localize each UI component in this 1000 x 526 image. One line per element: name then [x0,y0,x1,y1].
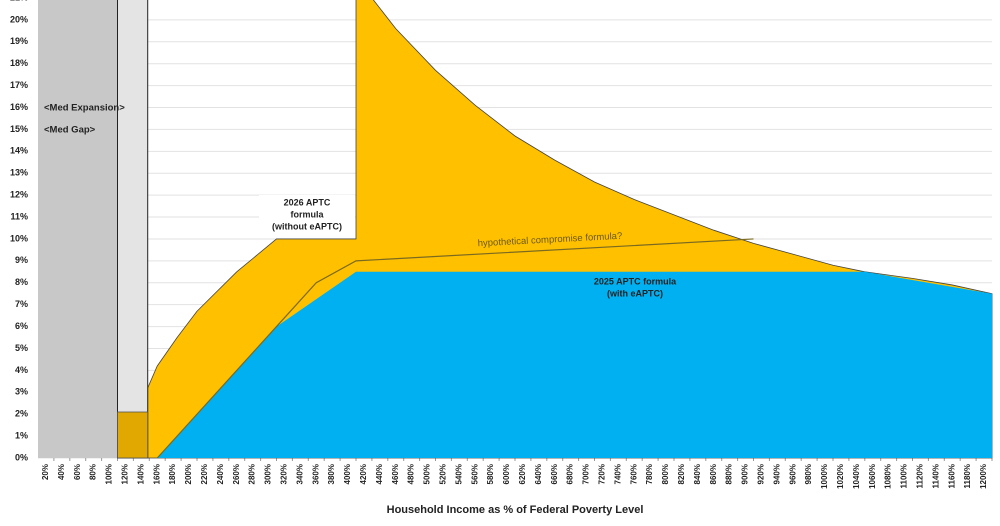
x-tick-label: 960% [788,464,797,484]
x-tick-label: 700% [582,464,591,484]
x-tick-label: 580% [486,464,495,484]
x-tick-label: 540% [454,464,463,484]
x-tick-label: 240% [216,464,225,484]
line [156,238,754,459]
x-tick-label: 60% [73,464,82,480]
x-tick-label: 20% [41,464,50,480]
region-label: <Med Expansion> [44,103,125,114]
x-tick-label: 1020% [836,464,845,489]
x-tick-label: 760% [629,464,638,484]
y-tick-label: 16% [10,102,28,112]
x-tick-label: 1080% [884,464,893,489]
x-tick-label: 340% [295,464,304,484]
x-tick-label: 1060% [868,464,877,489]
y-tick-label: 1% [15,430,28,440]
annotation: formula [290,209,324,219]
x-tick-label: 1200% [979,464,988,489]
x-tick-label: 320% [280,464,289,484]
x-tick-label: 720% [598,464,607,484]
x-tick-label: 980% [804,464,813,484]
x-tick-label: 440% [375,464,384,484]
x-tick-label: 480% [407,464,416,484]
y-tick-label: 10% [10,233,28,243]
bar [117,411,149,459]
x-tick-label: 1140% [931,464,940,488]
x-tick-label: 520% [439,464,448,484]
x-tick-label: 780% [645,464,654,484]
region-label: <Med Gap> [44,125,96,136]
x-tick-label: 160% [152,464,161,484]
x-tick-label: 180% [168,464,177,484]
x-tick-label: 420% [359,464,368,484]
x-tick-label: 620% [518,464,527,484]
y-tick-label: 18% [10,58,28,68]
label-bg [259,195,355,235]
x-tick-label: 40% [57,464,66,480]
annotation: (with eAPTC) [607,288,663,298]
y-tick-label: 19% [10,36,28,46]
y-tick-label: 12% [10,190,28,200]
x-tick-label: 300% [264,464,273,484]
region [117,0,149,459]
x-tick-label: 840% [693,464,702,484]
x-tick-label: 360% [311,464,320,484]
x-tick-label: 260% [232,464,241,484]
y-tick-label: 21% [10,0,28,2]
area [157,271,992,458]
x-tick-label: 860% [709,464,718,484]
y-tick-label: 6% [15,321,28,331]
x-tick-label: 820% [677,464,686,484]
x-tick-label: 900% [741,464,750,484]
y-tick-label: 2% [15,409,28,419]
y-tick-label: 5% [15,343,28,353]
x-tick-label: 800% [661,464,670,484]
x-tick-label: 460% [391,464,400,484]
y-tick-label: 4% [15,365,28,375]
y-tick-label: 20% [10,14,28,24]
x-tick-label: 80% [89,464,98,480]
y-tick-label: 17% [10,80,28,90]
x-tick-label: 1000% [820,464,829,489]
y-tick-label: 14% [10,146,28,156]
y-tick-label: 0% [15,452,28,462]
y-tick-label: 11% [10,211,28,221]
x-tick-label: 120% [121,464,130,484]
x-tick-label: 680% [566,464,575,484]
y-tick-label: 8% [15,277,28,287]
x-tick-label: 400% [343,464,352,484]
x-tick-label: 940% [772,464,781,484]
x-tick-label: 740% [613,464,622,484]
x-tick-label: 560% [470,464,479,484]
x-tick-label: 380% [327,464,336,484]
x-tick-label: 100% [105,464,114,484]
y-tick-label: 3% [15,387,28,397]
x-tick-label: 1120% [916,464,925,488]
x-tick-label: 500% [423,464,432,484]
x-tick-label: 660% [550,464,559,484]
y-tick-label: 9% [15,255,28,265]
x-tick-label: 880% [725,464,734,484]
x-tick-label: 920% [757,464,766,484]
region [38,0,118,458]
x-tick-label: 280% [248,464,257,484]
x-tick-label: 200% [184,464,193,484]
annotation: 2025 APTC formula [594,276,677,286]
annotation: 2026 APTC [284,197,331,207]
x-tick-label: 1180% [963,464,972,488]
x-tick-label: 1040% [852,464,861,489]
x-axis-title: Household Income as % of Federal Poverty… [387,504,644,516]
x-tick-label: 220% [200,464,209,484]
x-tick-label: 140% [136,464,145,484]
y-tick-label: 13% [10,168,28,178]
x-tick-label: 640% [534,464,543,484]
y-tick-label: 15% [10,124,28,134]
annotation: (without eAPTC) [272,221,342,231]
y-tick-label: 7% [15,299,28,309]
x-tick-label: 600% [502,464,511,484]
x-tick-label: 1160% [947,464,956,488]
x-tick-label: 1100% [900,464,909,488]
